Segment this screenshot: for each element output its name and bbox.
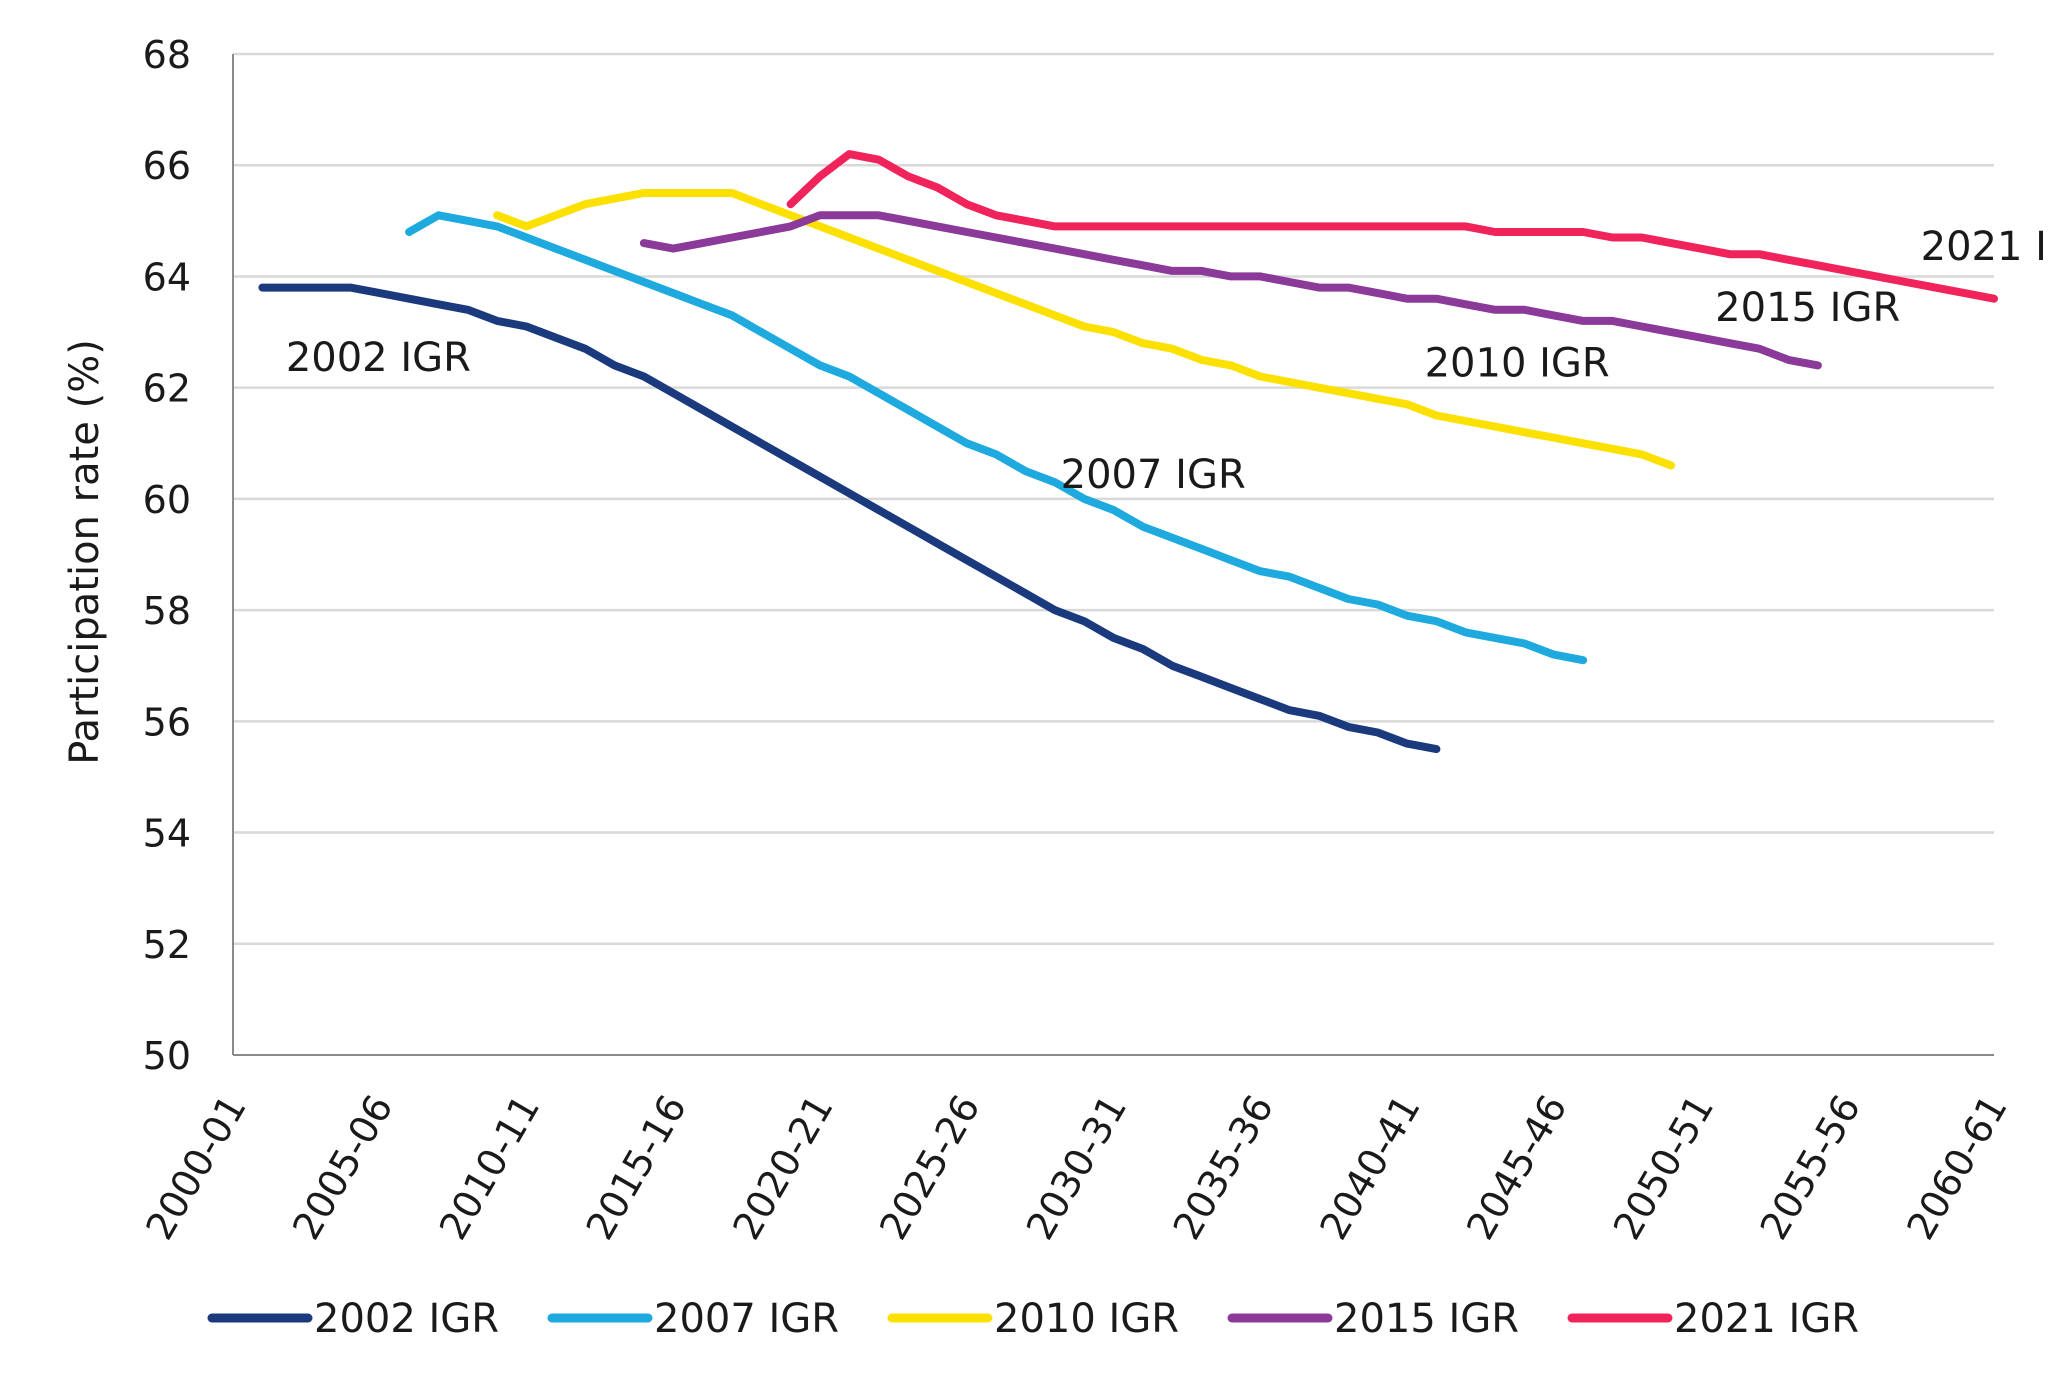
legend-label: 2021 IGR <box>1674 1296 1859 1342</box>
x-tick-label: 2040-41 <box>1311 1088 1428 1248</box>
y-axis-ticks: 50 52 54 56 58 60 62 64 66 68 <box>143 33 191 1078</box>
x-tick-label: 2025-26 <box>871 1088 988 1248</box>
y-tick-label: 50 <box>143 1034 191 1078</box>
x-tick-label: 2050-51 <box>1605 1088 1722 1248</box>
y-tick-label: 66 <box>143 144 191 188</box>
series-line <box>258 283 1441 754</box>
y-tick-label: 52 <box>143 923 191 967</box>
x-tick-label: 2035-36 <box>1165 1088 1282 1248</box>
x-tick-label: 2030-31 <box>1018 1088 1135 1248</box>
x-tick-label: 2020-21 <box>724 1088 841 1248</box>
x-tick-label: 2060-61 <box>1898 1088 2015 1248</box>
x-tick-label: 2045-46 <box>1458 1088 1575 1248</box>
series-label: 2021 IGR <box>1921 224 2048 270</box>
legend-label: 2007 IGR <box>654 1296 839 1342</box>
series-label: 2015 IGR <box>1715 285 1900 331</box>
legend-label: 2015 IGR <box>1334 1296 1519 1342</box>
legend-label: 2010 IGR <box>994 1296 1179 1342</box>
series-label: 2010 IGR <box>1425 341 1610 387</box>
gridlines <box>233 52 1994 946</box>
series-line <box>786 150 1998 303</box>
series-label: 2007 IGR <box>1061 452 1246 498</box>
x-tick-label: 2010-11 <box>431 1088 548 1248</box>
series-line <box>639 211 1822 370</box>
y-tick-label: 60 <box>143 478 191 522</box>
y-axis-label: Participation rate (%) <box>62 339 108 765</box>
series-label: 2002 IGR <box>286 335 471 381</box>
x-tick-label: 2015-16 <box>578 1088 695 1248</box>
x-tick-label: 2055-56 <box>1752 1088 1869 1248</box>
series-labels: 2002 IGR 2007 IGR 2010 IGR 2015 IGR 2021 IGR <box>286 224 2048 498</box>
y-tick-label: 64 <box>143 255 191 299</box>
y-tick-label: 68 <box>143 33 191 77</box>
y-tick-label: 56 <box>143 700 191 744</box>
y-tick-label: 54 <box>143 812 191 856</box>
x-tick-label: 2000-01 <box>137 1088 254 1248</box>
y-tick-label: 58 <box>143 589 191 633</box>
series-line <box>405 211 1588 665</box>
legend: 2002 IGR 2007 IGR 2010 IGR 2015 IGR 2021 IGR <box>207 1296 1859 1342</box>
x-tick-label: 2005-06 <box>284 1088 401 1248</box>
x-axis-ticks: 2000-01 2005-06 2010-11 2015-16 2020-21 2025-… <box>137 1088 2015 1248</box>
legend-label: 2002 IGR <box>314 1296 499 1342</box>
y-tick-label: 62 <box>143 367 191 411</box>
series-line <box>493 189 1676 470</box>
series-lines <box>258 150 1998 754</box>
